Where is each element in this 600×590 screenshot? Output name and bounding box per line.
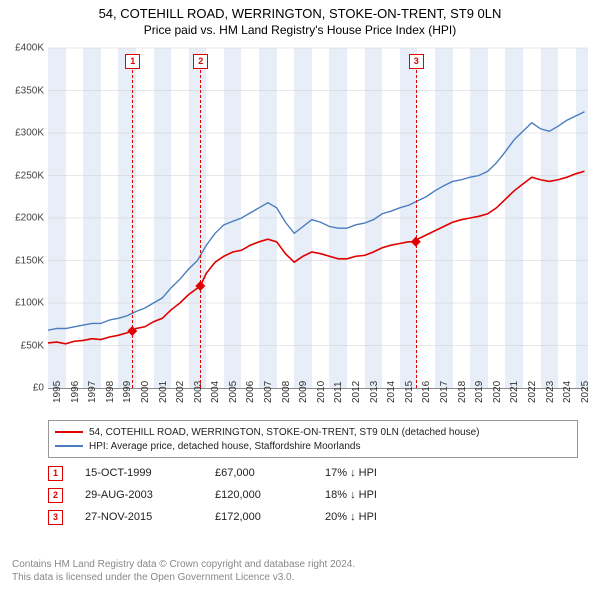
- sale-marker-box: 1: [125, 54, 140, 69]
- sale-marker-line: [132, 70, 133, 388]
- page-subtitle: Price paid vs. HM Land Registry's House …: [0, 23, 600, 37]
- sale-pct-vs-hpi: 20% ↓ HPI: [325, 511, 377, 523]
- sale-index-box: 2: [48, 488, 63, 503]
- page-title: 54, COTEHILL ROAD, WERRINGTON, STOKE-ON-…: [0, 6, 600, 21]
- credit-text: Contains HM Land Registry data © Crown c…: [12, 558, 355, 584]
- sale-row: 2 29-AUG-2003£120,00018% ↓ HPI: [48, 484, 578, 506]
- y-axis-label: £100K: [0, 298, 44, 309]
- legend-item: HPI: Average price, detached house, Staf…: [55, 439, 571, 453]
- credit-line: This data is licensed under the Open Gov…: [12, 571, 355, 584]
- y-axis-label: £150K: [0, 255, 44, 266]
- sale-row: 1 15-OCT-1999£67,00017% ↓ HPI: [48, 462, 578, 484]
- legend-swatch: [55, 445, 83, 447]
- sale-price: £67,000: [215, 467, 325, 479]
- sale-row: 3 27-NOV-2015£172,00020% ↓ HPI: [48, 506, 578, 528]
- legend-label: HPI: Average price, detached house, Staf…: [89, 441, 360, 452]
- chart-svg: [48, 48, 588, 388]
- y-axis-label: £200K: [0, 213, 44, 224]
- y-axis-label: £50K: [0, 340, 44, 351]
- sale-marker-box: 2: [193, 54, 208, 69]
- y-axis-label: £350K: [0, 85, 44, 96]
- legend-label: 54, COTEHILL ROAD, WERRINGTON, STOKE-ON-…: [89, 427, 479, 438]
- sale-index-box: 1: [48, 466, 63, 481]
- sale-date: 15-OCT-1999: [85, 467, 215, 479]
- sale-pct-vs-hpi: 17% ↓ HPI: [325, 467, 377, 479]
- series-line: [48, 171, 584, 344]
- chart-legend: 54, COTEHILL ROAD, WERRINGTON, STOKE-ON-…: [48, 420, 578, 458]
- y-axis-label: £300K: [0, 128, 44, 139]
- sale-price: £172,000: [215, 511, 325, 523]
- sale-marker-line: [416, 70, 417, 388]
- series-line: [48, 112, 584, 330]
- sale-index-box: 3: [48, 510, 63, 525]
- legend-item: 54, COTEHILL ROAD, WERRINGTON, STOKE-ON-…: [55, 425, 571, 439]
- y-axis-label: £0: [0, 383, 44, 394]
- credit-line: Contains HM Land Registry data © Crown c…: [12, 558, 355, 571]
- sale-marker-box: 3: [409, 54, 424, 69]
- y-axis-label: £400K: [0, 43, 44, 54]
- sales-table: 1 15-OCT-1999£67,00017% ↓ HPI 2 29-AUG-2003…: [48, 462, 578, 528]
- sale-marker-line: [200, 70, 201, 388]
- sale-date: 27-NOV-2015: [85, 511, 215, 523]
- sale-pct-vs-hpi: 18% ↓ HPI: [325, 489, 377, 501]
- legend-swatch: [55, 431, 83, 433]
- sale-date: 29-AUG-2003: [85, 489, 215, 501]
- sale-price: £120,000: [215, 489, 325, 501]
- y-axis-label: £250K: [0, 170, 44, 181]
- price-chart: £0£50K£100K£150K£200K£250K£300K£350K£400…: [48, 48, 588, 389]
